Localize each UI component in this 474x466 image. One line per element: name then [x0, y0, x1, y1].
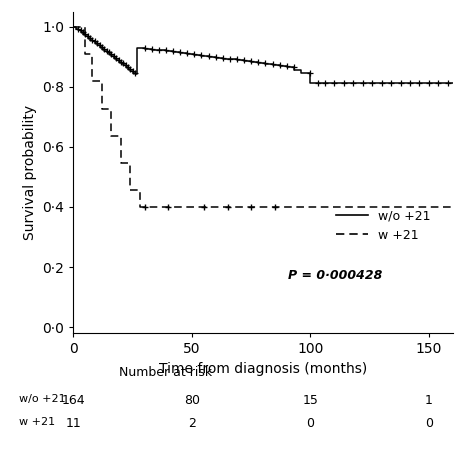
Text: Number at risk: Number at risk: [119, 366, 212, 379]
Legend: w/o +21, w +21: w/o +21, w +21: [331, 204, 435, 247]
X-axis label: Time from diagnosis (months): Time from diagnosis (months): [159, 362, 367, 376]
w +21: [137, 204, 143, 210]
Text: 164: 164: [62, 394, 85, 407]
Text: w +21: w +21: [19, 417, 55, 427]
Text: 0: 0: [307, 417, 314, 430]
w +21: [450, 204, 456, 210]
w/o +21: [125, 64, 131, 70]
Text: 11: 11: [65, 417, 82, 430]
w +21: [82, 51, 88, 57]
Text: 15: 15: [302, 394, 319, 407]
Text: 1: 1: [425, 394, 433, 407]
w +21: [90, 51, 95, 57]
w/o +21: [450, 80, 456, 86]
w +21: [109, 106, 114, 111]
w +21: [118, 133, 124, 139]
w/o +21: [450, 80, 456, 86]
w +21: [99, 106, 105, 111]
Text: 0: 0: [425, 417, 433, 430]
Text: 80: 80: [184, 394, 200, 407]
Y-axis label: Survival probability: Survival probability: [23, 105, 37, 240]
w/o +21: [213, 54, 219, 60]
w +21: [128, 161, 133, 166]
Text: P = 0·000428: P = 0·000428: [288, 268, 382, 281]
Text: w/o +21: w/o +21: [19, 394, 65, 404]
w +21: [109, 133, 114, 139]
w +21: [128, 188, 133, 193]
w/o +21: [71, 24, 76, 29]
w/o +21: [213, 55, 219, 61]
w +21: [90, 79, 95, 84]
w +21: [118, 161, 124, 166]
w/o +21: [308, 80, 313, 86]
w/o +21: [73, 24, 79, 29]
Line: w/o +21: w/o +21: [73, 27, 453, 83]
w +21: [137, 188, 143, 193]
Line: w +21: w +21: [73, 27, 453, 207]
w +21: [450, 204, 456, 210]
w +21: [71, 24, 76, 29]
w +21: [99, 79, 105, 84]
w/o +21: [87, 37, 93, 42]
Text: 2: 2: [188, 417, 196, 430]
w +21: [82, 24, 88, 29]
